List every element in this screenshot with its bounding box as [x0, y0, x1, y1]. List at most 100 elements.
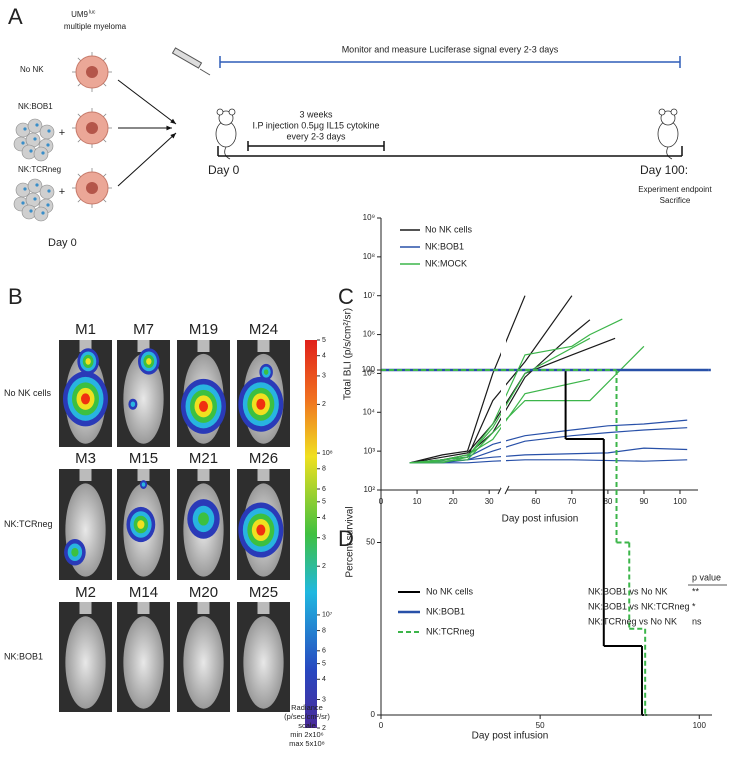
- colorbar-tick-label: 3: [322, 373, 326, 380]
- endpoint-text: Sacrifice: [660, 196, 691, 205]
- holder: [257, 602, 270, 614]
- colorbar-tick-label: 2: [322, 725, 326, 732]
- colorbar-tick-label: 3: [322, 696, 326, 703]
- nk-dot: [23, 127, 27, 131]
- plus: +: [59, 127, 65, 139]
- colorbar-caption: max 5x10⁸: [289, 739, 325, 748]
- stats-header: p value: [692, 572, 721, 582]
- mouse-id: M2: [75, 584, 96, 601]
- rule: [199, 68, 211, 76]
- plus: +: [59, 186, 65, 198]
- rule: [103, 113, 107, 117]
- cell-line-sup: luc: [89, 9, 96, 15]
- nk-cell: [39, 124, 55, 140]
- mouse-ear: [216, 108, 224, 116]
- rule: [77, 199, 81, 203]
- x-axis-label: Day post infusion: [502, 514, 579, 525]
- colorbar-caption: Radiance: [291, 703, 323, 712]
- data-line: [409, 295, 526, 464]
- colorbar: [305, 340, 317, 728]
- data-line: [409, 318, 623, 464]
- mouse-id: M1: [75, 321, 96, 338]
- signal: [85, 358, 91, 365]
- holder: [137, 602, 150, 614]
- colorbar-tick-label: 4: [322, 514, 326, 521]
- group-label: No NK: [20, 65, 44, 74]
- colorbar-tick-label: 2: [322, 401, 326, 408]
- x-tick-label: 50: [536, 721, 545, 730]
- arrowhead: [170, 133, 176, 139]
- panel-label: B: [8, 284, 23, 309]
- colorbar-caption: scale: [298, 721, 316, 730]
- legend-label: No NK cells: [426, 586, 474, 596]
- x-tick-label: 30: [485, 497, 494, 506]
- injection-text: I.P injection 0.5μg IL15 cytokine: [252, 120, 379, 130]
- y-tick-label: 0: [371, 710, 376, 719]
- holder: [197, 602, 210, 614]
- x-tick-label: 80: [603, 497, 612, 506]
- rule: [103, 57, 107, 61]
- y-tick-label: 10⁴: [363, 407, 376, 416]
- x-tick-label: 60: [531, 497, 540, 506]
- group-label: NK:TCRneg: [18, 165, 61, 174]
- rule: [77, 57, 81, 61]
- signal: [256, 524, 266, 536]
- signal: [256, 398, 266, 410]
- nk-dot: [21, 141, 25, 145]
- x-tick-label: 20: [449, 497, 458, 506]
- mouse-tail: [224, 146, 231, 160]
- rule: [77, 113, 81, 117]
- y-axis-label: Total BLI (p/s/cm²/sr): [343, 308, 354, 400]
- stats-comparison: NK:BOB1 vs No NK: [588, 586, 668, 596]
- x-axis-label: Day post infusion: [472, 731, 549, 742]
- data-line: [409, 427, 688, 464]
- nk-cell: [33, 146, 49, 162]
- colorbar-tick-label: 10⁷: [322, 612, 333, 619]
- mouse-silhouette: [123, 353, 164, 444]
- nk-dot: [47, 189, 51, 193]
- mouse-ear: [228, 108, 236, 116]
- end-label: Day 100:: [640, 163, 688, 177]
- rule: [77, 139, 81, 143]
- nucleus: [86, 122, 98, 134]
- x-tick-label: 10: [413, 497, 422, 506]
- cell-line: UM9: [71, 10, 88, 19]
- nk-dot: [33, 197, 37, 201]
- stats-comparison: NK:TCRneg vs No NK: [588, 616, 677, 626]
- holder: [197, 340, 210, 352]
- rule: [103, 173, 107, 177]
- x-tick-label: 100: [693, 721, 707, 730]
- stats-significance: **: [692, 586, 700, 596]
- rule: [103, 199, 107, 203]
- legend-label: NK:BOB1: [425, 241, 464, 251]
- mouse-head: [218, 110, 234, 126]
- legend-label: NK:TCRneg: [426, 626, 475, 636]
- nucleus: [86, 182, 98, 194]
- data-line: [409, 337, 591, 464]
- mouse-id: M15: [129, 450, 158, 467]
- signal: [71, 547, 79, 557]
- holder: [79, 602, 92, 614]
- signal: [130, 401, 136, 407]
- y-tick-label: 100: [362, 365, 376, 374]
- colorbar-tick-label: 5: [322, 337, 326, 344]
- nk-dot: [29, 149, 33, 153]
- mouse-silhouette: [65, 616, 106, 709]
- mouse-id: M19: [189, 321, 218, 338]
- axis-break: [501, 218, 506, 488]
- colorbar-tick-label: 6: [322, 648, 326, 655]
- y-tick-label: 10⁵: [363, 369, 375, 378]
- row-label: NK:BOB1: [4, 651, 43, 661]
- mouse-id: M20: [189, 584, 218, 601]
- rule: [77, 83, 81, 87]
- nk-cell: [33, 206, 49, 222]
- signal: [198, 512, 209, 526]
- holder: [137, 469, 150, 481]
- x-tick-label: 0: [379, 721, 384, 730]
- y-tick-label: 10³: [363, 446, 375, 455]
- x-tick-label: 90: [639, 497, 648, 506]
- colorbar-tick-label: 8: [322, 466, 326, 473]
- colorbar-tick-label: 5: [322, 499, 326, 506]
- colorbar-tick-label: 4: [322, 676, 326, 683]
- rule: [103, 139, 107, 143]
